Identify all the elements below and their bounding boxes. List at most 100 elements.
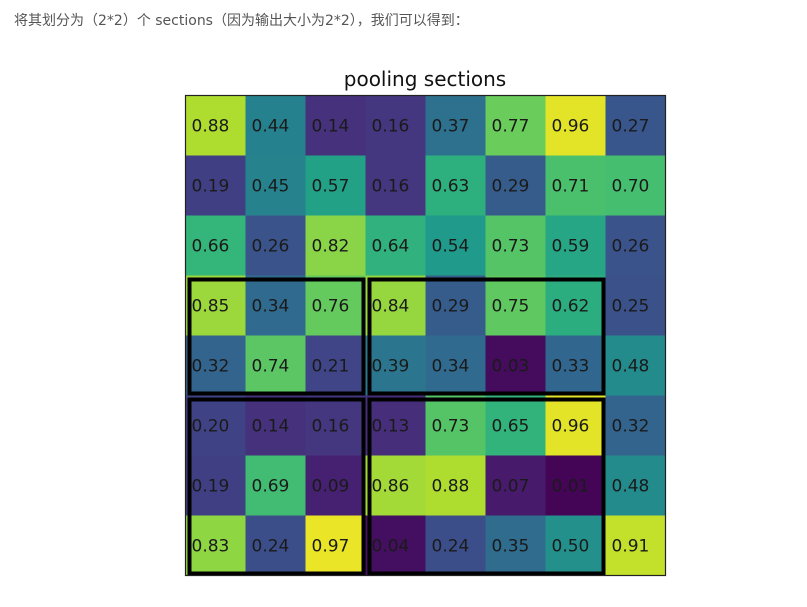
grid-cell [365, 155, 426, 216]
cell-value: 0.63 [432, 177, 470, 197]
grid-cell [425, 515, 486, 576]
cell-value: 0.65 [492, 417, 530, 437]
grid-cell [605, 215, 666, 276]
cell-value: 0.26 [612, 237, 650, 257]
figure-title: pooling sections [343, 67, 507, 91]
grid-cell [545, 155, 606, 216]
grid-cell [365, 335, 426, 396]
cell-value: 0.13 [372, 417, 410, 437]
grid-cell [245, 455, 306, 516]
cell-value: 0.34 [252, 297, 290, 317]
cell-value: 0.24 [252, 537, 290, 557]
grid-cell [425, 155, 486, 216]
cell-value: 0.69 [252, 477, 290, 497]
grid-cell [305, 95, 366, 156]
grid-cell [485, 215, 546, 276]
grid-cell [185, 275, 246, 336]
grid-cell [485, 455, 546, 516]
grid-cell [185, 395, 246, 456]
cell-value: 0.96 [552, 117, 590, 137]
cell-value: 0.14 [312, 117, 350, 137]
cell-value: 0.35 [492, 537, 530, 557]
grid-cell [545, 95, 606, 156]
pooling-section-box [187, 277, 366, 396]
cell-value: 0.85 [192, 297, 230, 317]
grid-cell [545, 515, 606, 576]
cell-value: 0.19 [192, 177, 230, 197]
cell-value: 0.88 [192, 117, 230, 137]
grid-cell [365, 215, 426, 276]
grid-cell [485, 515, 546, 576]
cell-value: 0.09 [312, 477, 350, 497]
cell-value: 0.97 [312, 537, 350, 557]
cell-value: 0.66 [192, 237, 230, 257]
grid-cell [485, 395, 546, 456]
grid-cell [365, 515, 426, 576]
grid-cell [425, 335, 486, 396]
grid-cell [485, 95, 546, 156]
cell-value: 0.16 [372, 117, 410, 137]
grid-cell [485, 275, 546, 336]
pooling-section-box [187, 397, 366, 576]
cell-value: 0.64 [372, 237, 410, 257]
cell-value: 0.34 [432, 357, 470, 377]
grid-cell [305, 275, 366, 336]
cell-value: 0.44 [252, 117, 290, 137]
grid-cell [545, 395, 606, 456]
cell-value: 0.26 [252, 237, 290, 257]
grid-border [184, 94, 667, 577]
cell-value: 0.16 [312, 417, 350, 437]
cell-value: 0.82 [312, 237, 350, 257]
grid-cell [245, 335, 306, 396]
pooling-section-box [367, 397, 606, 576]
grid-cell [185, 95, 246, 156]
grid-cell [425, 95, 486, 156]
cell-value: 0.20 [192, 417, 230, 437]
grid-cell [545, 455, 606, 516]
cell-value: 0.25 [612, 297, 650, 317]
cell-value: 0.86 [372, 477, 410, 497]
cell-value: 0.77 [492, 117, 530, 137]
cell-value: 0.01 [552, 477, 590, 497]
cell-value: 0.29 [432, 297, 470, 317]
cell-value: 0.45 [252, 177, 290, 197]
cell-value: 0.19 [192, 477, 230, 497]
pooling-section-box [367, 277, 606, 396]
cell-value: 0.74 [252, 357, 290, 377]
grid-cell [545, 275, 606, 336]
cell-value: 0.03 [492, 357, 530, 377]
grid-cell [305, 455, 366, 516]
cell-value: 0.54 [432, 237, 470, 257]
grid-cell [305, 335, 366, 396]
grid-cell [425, 215, 486, 276]
grid-cell [365, 275, 426, 336]
grid-cell [245, 275, 306, 336]
cell-value: 0.96 [552, 417, 590, 437]
grid-cell [245, 515, 306, 576]
cell-value: 0.29 [492, 177, 530, 197]
grid-cell [605, 395, 666, 456]
grid-cell [185, 335, 246, 396]
cell-value: 0.48 [612, 477, 650, 497]
cell-value: 0.71 [552, 177, 590, 197]
cell-value: 0.50 [552, 537, 590, 557]
grid-cell [185, 455, 246, 516]
cell-value: 0.84 [372, 297, 410, 317]
grid-cell [185, 215, 246, 276]
cell-value: 0.24 [432, 537, 470, 557]
cell-value: 0.62 [552, 297, 590, 317]
grid-cell [245, 395, 306, 456]
cell-value: 0.07 [492, 477, 530, 497]
grid-cell [485, 335, 546, 396]
grid-cell [365, 395, 426, 456]
cell-value: 0.33 [552, 357, 590, 377]
cell-value: 0.39 [372, 357, 410, 377]
cell-value: 0.16 [372, 177, 410, 197]
grid-cell [185, 155, 246, 216]
grid-cell [305, 515, 366, 576]
cell-value: 0.32 [612, 417, 650, 437]
cell-value: 0.32 [192, 357, 230, 377]
grid-cell [245, 95, 306, 156]
cell-value: 0.83 [192, 537, 230, 557]
